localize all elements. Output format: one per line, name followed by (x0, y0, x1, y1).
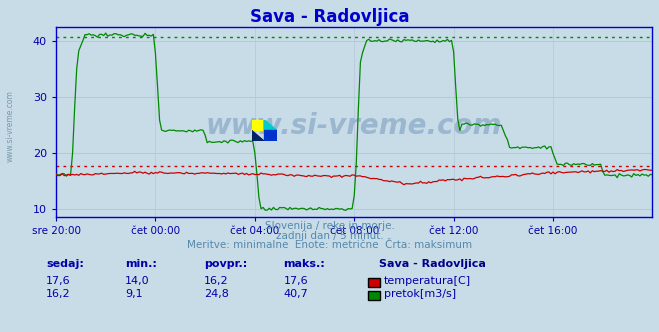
Polygon shape (264, 130, 277, 141)
Text: Slovenija / reke in morje.: Slovenija / reke in morje. (264, 221, 395, 231)
Text: 17,6: 17,6 (46, 276, 71, 286)
Text: Sava - Radovljica: Sava - Radovljica (379, 259, 486, 269)
Text: www.si-vreme.com: www.si-vreme.com (5, 90, 14, 162)
Text: www.si-vreme.com: www.si-vreme.com (206, 112, 502, 140)
Text: maks.:: maks.: (283, 259, 325, 269)
Text: 16,2: 16,2 (204, 276, 229, 286)
Text: min.:: min.: (125, 259, 157, 269)
Polygon shape (252, 120, 264, 130)
Text: Meritve: minimalne  Enote: metrične  Črta: maksimum: Meritve: minimalne Enote: metrične Črta:… (187, 240, 472, 250)
Text: 17,6: 17,6 (283, 276, 308, 286)
Text: Sava - Radovljica: Sava - Radovljica (250, 8, 409, 26)
Text: 14,0: 14,0 (125, 276, 150, 286)
Text: 9,1: 9,1 (125, 289, 143, 299)
Text: povpr.:: povpr.: (204, 259, 248, 269)
Text: sedaj:: sedaj: (46, 259, 84, 269)
Polygon shape (264, 120, 277, 130)
Polygon shape (252, 130, 264, 141)
Text: temperatura[C]: temperatura[C] (384, 276, 471, 286)
Text: 40,7: 40,7 (283, 289, 308, 299)
Text: 16,2: 16,2 (46, 289, 71, 299)
Text: zadnji dan / 5 minut.: zadnji dan / 5 minut. (275, 231, 384, 241)
Text: pretok[m3/s]: pretok[m3/s] (384, 289, 455, 299)
Text: 24,8: 24,8 (204, 289, 229, 299)
